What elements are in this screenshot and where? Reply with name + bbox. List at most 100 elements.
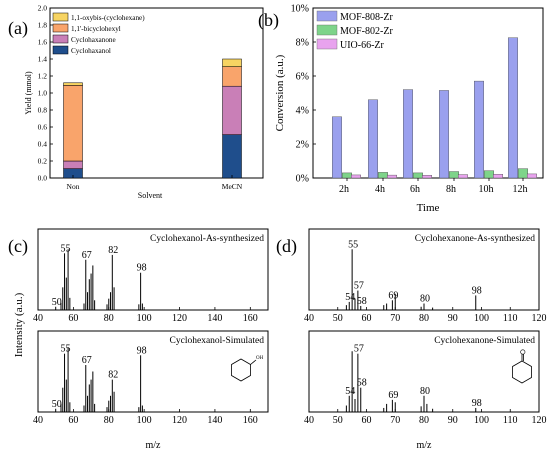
a-xtick-label: MeCN <box>222 182 243 191</box>
b-bar <box>527 173 537 179</box>
spectrum-xtick-label: 140 <box>207 415 222 426</box>
a-legend-label: Cyclohaxanone <box>71 36 116 44</box>
b-bar <box>403 89 413 179</box>
spectrum-xtick-label: 110 <box>503 415 518 426</box>
spectrum-xtick-label: 100 <box>137 313 152 324</box>
b-bar <box>508 37 518 179</box>
panel-a-ylabel: Yield (mmol) <box>24 71 33 115</box>
spectrum-peak-label: 50 <box>52 399 62 410</box>
b-xtick-label: 12h <box>513 184 528 195</box>
spectrum-peak-label: 80 <box>420 294 430 305</box>
a-legend-swatch <box>52 45 69 55</box>
b-ytick-label: 2% <box>296 140 309 151</box>
b-ytick-label: 0% <box>296 174 309 185</box>
spectrum-peak-label: 57 <box>354 344 364 355</box>
spectrum-peak-label: 82 <box>108 370 118 381</box>
a-legend-swatch <box>52 12 69 22</box>
b-ytick-label: 10% <box>291 4 309 15</box>
a-ytick-label: 1.0 <box>38 89 48 98</box>
spectrum-xtick-label: 100 <box>474 313 489 324</box>
spectrum-peak-label: 54 <box>345 292 355 303</box>
spectrum-xtick-label: 160 <box>243 415 258 426</box>
a-legend-label: Cyclohaxanol <box>71 47 111 55</box>
b-legend-swatch <box>316 10 338 22</box>
panel-d-top-spectrum: 54 55 57 58 69 80 98 40 50 60 70 80 90 100 110 120 <box>304 239 547 324</box>
panel-label-a: (a) <box>8 18 28 39</box>
panel-c-top-spectrum: 50 55 67 82 98 40 60 80 100 120 140 160 <box>33 243 258 324</box>
b-bar <box>342 172 352 179</box>
panel-c-mz-label: m/z <box>146 440 162 451</box>
b-ytick-label: 8% <box>296 38 309 49</box>
b-bar <box>387 174 397 179</box>
spectrum-peak-label: 98 <box>137 345 147 356</box>
b-legend-label: MOF-808-Zr <box>340 12 393 23</box>
spectrum-xtick-label: 80 <box>104 313 114 324</box>
b-xtick-label: 10h <box>479 184 494 195</box>
b-bar <box>493 174 503 179</box>
cyclohexanol-structure-icon: OH <box>231 356 264 382</box>
a-bar-segment <box>63 85 83 162</box>
panel-d-mz-label: m/z <box>417 440 433 451</box>
b-bar <box>474 80 484 179</box>
b-bar <box>439 90 449 179</box>
spectrum-xtick-label: 90 <box>448 415 458 426</box>
spectrum-peak-label: 69 <box>388 390 398 401</box>
spectrum-peak-label: 55 <box>348 239 358 250</box>
panel-a-x-tick-labels: Non MeCN <box>67 175 243 191</box>
spectrum-xtick-label: 100 <box>474 415 489 426</box>
panel-label-d: (d) <box>276 236 297 257</box>
spectrum-xtick-label: 60 <box>68 415 78 426</box>
panel-b-bars <box>332 37 537 179</box>
panel-b-legend: MOF-808-Zr MOF-802-Zr UIO-66-Zr <box>316 10 393 51</box>
a-ytick-label: 0.0 <box>38 174 48 183</box>
a-bar-segment <box>222 85 242 135</box>
spectrum-peak-label: 98 <box>137 263 147 274</box>
b-ytick-label: 6% <box>296 72 309 83</box>
spectrum-peak-label: 54 <box>345 386 355 397</box>
b-legend-swatch <box>316 24 338 36</box>
b-xtick-label: 8h <box>446 184 456 195</box>
a-legend-swatch <box>52 34 69 44</box>
panel-c-top-frame <box>37 228 269 311</box>
a-ytick-label: 1.8 <box>38 21 48 30</box>
spectrum-peak-label: 58 <box>357 378 367 389</box>
spectrum-peak-label: 55 <box>61 344 71 355</box>
spectrum-xtick-label: 160 <box>243 313 258 324</box>
panel-a-bars <box>63 58 242 179</box>
spectrum-xtick-label: 80 <box>419 415 429 426</box>
svg-text:OH: OH <box>256 356 264 361</box>
spectrum-peak-label: 57 <box>354 281 364 292</box>
spectrum-xtick-label: 110 <box>503 313 518 324</box>
a-ytick-label: 0.4 <box>38 140 48 149</box>
spectrum-xtick-label: 50 <box>333 415 343 426</box>
b-legend-label: UIO-66-Zr <box>340 40 385 51</box>
spectrum-xtick-label: 80 <box>419 313 429 324</box>
spectrum-peak-label: 67 <box>82 355 92 366</box>
spectrum-xtick-label: 90 <box>448 313 458 324</box>
a-legend-label: 1,1'-bicyclohexyl <box>71 25 121 33</box>
b-bar <box>332 116 342 179</box>
spectrum-xtick-label: 120 <box>172 415 187 426</box>
a-bar-segment <box>222 58 242 67</box>
spectrum-xtick-label: 40 <box>33 313 43 324</box>
b-bar <box>449 171 459 179</box>
b-bar <box>422 175 432 179</box>
cyclohexanone-structure-icon <box>512 349 532 384</box>
spectrum-peak-label: 82 <box>108 245 118 256</box>
a-legend-label: 1,1-oxybis-(cyclohexane) <box>71 14 145 22</box>
a-bar-segment <box>222 134 242 179</box>
spectrum-peak-label: 80 <box>420 386 430 397</box>
b-bar <box>458 174 468 179</box>
spectrum-xtick-label: 50 <box>333 313 343 324</box>
spectrum-xtick-label: 60 <box>362 415 372 426</box>
spectrum-xtick-label: 120 <box>532 313 547 324</box>
panels-c-d-intensity-label: Intensity (a.u.) <box>13 292 25 357</box>
a-bar-segment <box>63 160 83 169</box>
spectrum-xtick-label: 40 <box>304 313 314 324</box>
panel-a-legend: 1,1-oxybis-(cyclohexane) 1,1'-bicyclohexy… <box>52 12 145 55</box>
a-ytick-label: 0.8 <box>38 106 48 115</box>
panel-c-bottom-spectrum: 50 55 67 82 98 40 60 80 100 120 140 160 <box>33 344 258 426</box>
a-bar-segment <box>222 66 242 87</box>
panel-b-x-tick-labels: 2h 4h 6h 8h 10h 12h <box>339 178 528 195</box>
